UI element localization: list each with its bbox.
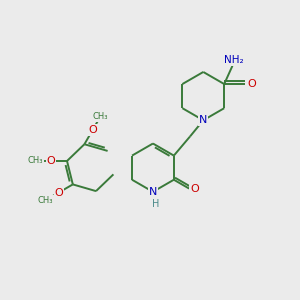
Text: O: O <box>248 79 256 89</box>
Text: O: O <box>46 156 55 166</box>
Text: CH₃: CH₃ <box>92 112 108 122</box>
Text: NH₂: NH₂ <box>224 56 244 65</box>
Text: O: O <box>190 184 199 194</box>
Text: N: N <box>149 187 157 197</box>
Text: O: O <box>54 188 63 197</box>
Text: CH₃: CH₃ <box>38 196 53 205</box>
Text: N: N <box>199 115 208 125</box>
Text: H: H <box>152 199 160 209</box>
Text: CH₃: CH₃ <box>28 157 43 166</box>
Text: O: O <box>88 125 97 135</box>
